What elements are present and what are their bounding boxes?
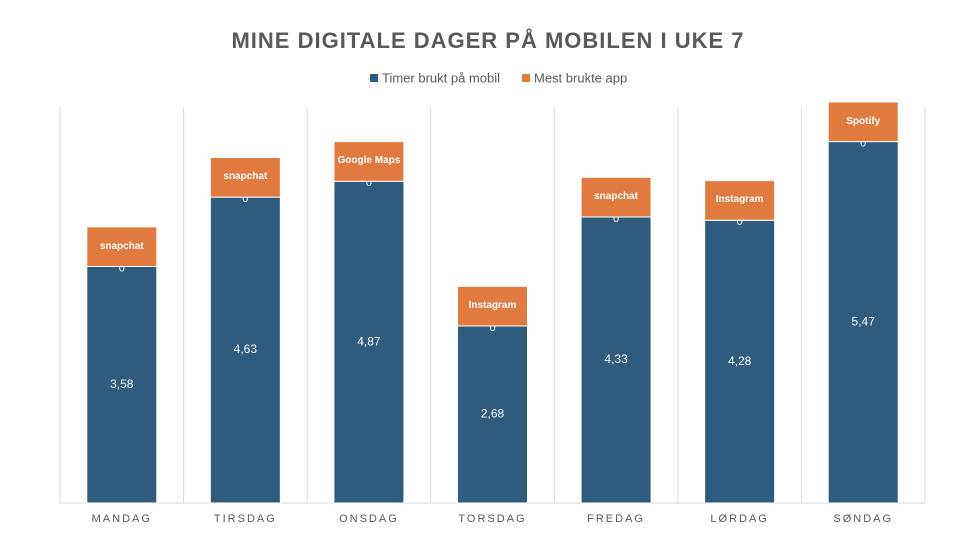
legend-label: Mest brukte app [534, 70, 627, 85]
bar-segment [333, 141, 405, 182]
data-label-box: Spotify [846, 115, 881, 127]
legend-swatch [370, 74, 378, 82]
data-label-box: Instagram [468, 300, 517, 312]
bar-segment [86, 226, 158, 267]
chart-title: MINE DIGITALE DAGER PÅ MOBILEN I UKE 7 [231, 27, 744, 53]
bar-segment [209, 156, 281, 198]
data-label: 0 [737, 216, 743, 228]
x-tick-label: ONSDAG [339, 513, 399, 525]
app-label: snapchat [223, 171, 268, 183]
data-label: 0 [613, 213, 619, 225]
x-tick-label: MANDAG [92, 513, 152, 525]
app-label: snapchat [99, 240, 144, 252]
app-label: Spotify [846, 115, 881, 127]
bar-segment [827, 101, 899, 143]
app-label: snapchat [594, 191, 639, 203]
legend-swatch [522, 74, 530, 82]
x-tick-label: LØRDAG [710, 513, 768, 525]
data-label: 4,63 [234, 342, 258, 356]
data-label: 0 [242, 193, 248, 205]
data-label: 4,33 [604, 352, 628, 366]
x-tick-label: FREDAG [587, 513, 645, 525]
app-label: Google Maps [337, 155, 401, 167]
data-label: 4,28 [728, 354, 752, 368]
data-label: 4,87 [357, 334, 381, 348]
bar-segment [704, 219, 776, 504]
data-label-box: snapchat [99, 240, 144, 252]
data-label: 0 [119, 262, 125, 274]
bar-segment [580, 176, 652, 218]
app-label: Instagram [468, 300, 517, 312]
data-label: 3,58 [110, 377, 134, 391]
data-label: 0 [860, 138, 866, 150]
bar-segment [704, 180, 776, 221]
bar-segment [827, 141, 899, 504]
x-tick-label: TORSDAG [458, 513, 526, 525]
data-label-box: snapchat [223, 171, 268, 183]
data-label-box: Instagram [715, 194, 764, 206]
bar-segment [580, 216, 652, 504]
data-label: 0 [489, 322, 495, 334]
bar-segment [86, 265, 158, 504]
bar-segment [457, 325, 528, 504]
bar-segment [457, 285, 528, 327]
x-tick-label: SØNDAG [833, 513, 893, 525]
legend-label: Timer brukt på mobil [382, 70, 500, 85]
data-label: 0 [366, 177, 372, 189]
data-label-box: Google Maps [337, 155, 401, 167]
data-label: 2,68 [481, 407, 505, 421]
x-tick-label: TIRSDAG [214, 513, 277, 525]
bar-segment [333, 180, 405, 504]
data-label: 5,47 [852, 314, 876, 328]
app-label: Instagram [715, 194, 764, 206]
data-label-box: snapchat [594, 191, 639, 203]
